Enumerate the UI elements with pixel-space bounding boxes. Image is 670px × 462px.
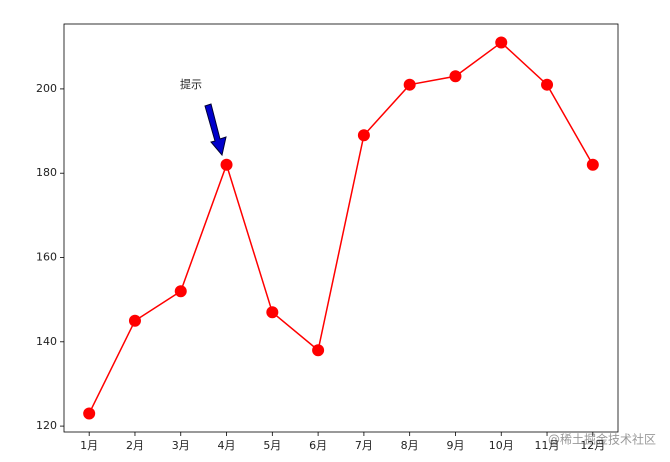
x-tick-label: 3月 — [172, 439, 190, 452]
axes-frame — [63, 23, 619, 433]
marker — [541, 78, 554, 91]
x-tick-label: 10月 — [489, 439, 514, 452]
x-tick-label: 11月 — [535, 439, 560, 452]
x-tick-label: 2月 — [126, 439, 144, 452]
marker — [220, 158, 233, 171]
marker — [449, 70, 462, 83]
line — [88, 41, 594, 414]
y-tick-label: 180 — [36, 166, 57, 179]
marker — [403, 78, 416, 91]
marker — [266, 306, 279, 319]
annotation-arrow — [204, 103, 227, 157]
marker — [128, 314, 141, 327]
y-tick-label: 140 — [36, 335, 57, 348]
marker — [83, 407, 96, 420]
x-tick-label: 7月 — [355, 439, 373, 452]
x-tick-label: 5月 — [263, 439, 281, 452]
marker — [312, 344, 325, 357]
x-tick-label: 12月 — [580, 439, 605, 452]
x-tick-label: 9月 — [446, 439, 464, 452]
marker — [495, 36, 508, 49]
x-tick-label: 1月 — [80, 439, 98, 452]
y-tick-label: 200 — [36, 82, 57, 95]
marker — [174, 285, 187, 298]
y-tick-label: 160 — [36, 251, 57, 264]
x-tick-label: 8月 — [401, 439, 419, 452]
marker — [357, 129, 370, 142]
watermark: @稀土掘金技术社区 — [548, 432, 656, 447]
marker — [586, 158, 599, 171]
x-tick-label: 4月 — [218, 439, 236, 452]
x-tick-label: 6月 — [309, 439, 327, 452]
annotation: 提示 — [180, 78, 202, 91]
y-tick-label: 120 — [36, 419, 57, 432]
